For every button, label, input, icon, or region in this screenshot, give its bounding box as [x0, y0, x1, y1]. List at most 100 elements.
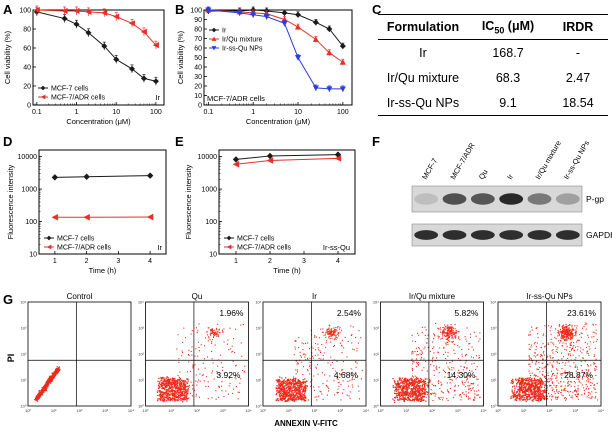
chart-a-viability-ir: 0 20 40 60 80 100 0.1 1 10 100 Concentration (μM) C… — [3, 5, 165, 126]
flow-x-tick-label: 10¹ — [286, 408, 292, 413]
flow-y-tick-label: 10¹ — [138, 378, 144, 383]
y-tick-label: 100 — [19, 8, 31, 15]
flow-y-tick-label: 10⁴ — [490, 300, 496, 305]
flow-panel-title: Control — [67, 292, 93, 301]
quadrant-lower-right-pct: 3.92% — [216, 370, 241, 380]
flow-dots — [275, 324, 363, 403]
y-tick-label: 20 — [23, 84, 31, 91]
x-tick-label: 0.1 — [203, 109, 213, 116]
blot-band — [499, 230, 524, 240]
x-tick-label: 1 — [251, 109, 255, 116]
y-tick-label: 90 — [194, 17, 202, 24]
blot-band — [414, 193, 439, 205]
blot-band — [442, 230, 467, 240]
blot-lane-label: MCF-7/ADR — [448, 141, 477, 181]
flow-x-tick-label: 10⁰ — [495, 408, 501, 413]
series-line — [36, 11, 157, 82]
y-tick-label: 30 — [194, 74, 202, 81]
blot-band — [527, 193, 552, 205]
y-tick-label: 40 — [194, 65, 202, 72]
panel-letter-a: A — [3, 2, 13, 17]
x-tick-label: 2 — [268, 258, 272, 265]
table-header-irdr: IRDR — [562, 20, 594, 34]
blot-band — [414, 230, 439, 240]
table-cell-irdr: 18.54 — [562, 95, 594, 110]
flow-y-tick-label: 10¹ — [373, 378, 379, 383]
data-point — [85, 8, 92, 16]
panel-letter-e: E — [175, 134, 184, 149]
flow-y-tick-label: 10² — [21, 352, 27, 357]
data-point — [146, 213, 154, 221]
blot-lane-label: Ir — [505, 172, 515, 181]
y-tick-label: 0 — [27, 103, 31, 110]
legend-label: MCF-7 cells — [237, 236, 275, 243]
flow-x-tick-label: 10³ — [337, 408, 343, 413]
x-tick-label: 4 — [336, 258, 340, 265]
flow-y-tick-label: 10² — [373, 352, 379, 357]
table-cell-irdr: 2.47 — [565, 70, 591, 85]
legend-label: MCF-7/ADR cells — [57, 245, 112, 252]
x-tick-label: 3 — [302, 258, 306, 265]
chart-d-fluorescence-ir: 10 100 1000 10000 1 2 3 4 Time (h) Fluorescence i… — [6, 149, 167, 275]
x-axis-label: Time (h) — [273, 266, 301, 275]
data-point — [140, 28, 147, 35]
panel-letter-c: C — [372, 2, 382, 17]
flow-y-tick-label: 10³ — [491, 326, 497, 331]
data-point — [85, 29, 92, 36]
series-line — [54, 175, 151, 178]
table-cell-formulation: Ir — [419, 45, 427, 60]
x-tick-label: 1 — [234, 258, 238, 265]
table-cell-formulation: Ir/Qu mixture — [386, 70, 460, 85]
y-axis-label: Fluorescence intensity — [184, 164, 193, 239]
x-tick-label: 10 — [112, 109, 120, 116]
data-point — [51, 174, 59, 181]
flow-x-tick-label: 10³ — [220, 408, 226, 413]
flow-x-tick-label: 10⁴ — [363, 408, 369, 413]
x-tick-label: 100 — [337, 109, 349, 116]
y-axis-label: Cell viability (%) — [3, 30, 12, 84]
blot-lane-label: Ir/Qu mixture — [533, 139, 562, 181]
data-point — [101, 43, 108, 50]
flow-x-tick-label: 10⁴ — [480, 408, 486, 413]
flow-x-tick-label: 10² — [194, 408, 200, 413]
blot-band — [499, 193, 524, 205]
y-tick-label: 100 — [25, 219, 37, 226]
data-point — [101, 9, 108, 16]
table-rule-bottom — [378, 115, 608, 116]
x-tick-label: 2 — [85, 258, 89, 265]
blot-lane-label: MCF-7 — [420, 157, 439, 181]
blot-row-label: P-gp — [586, 194, 604, 204]
flow-y-tick-label: 10³ — [21, 326, 27, 331]
data-point — [33, 6, 40, 14]
blot-row-label: GAPDH — [586, 230, 612, 240]
flow-x-tick-label: 10⁰ — [260, 408, 266, 413]
flow-x-tick-label: 10⁴ — [598, 408, 604, 413]
data-point — [294, 55, 302, 61]
blot-band — [527, 230, 552, 240]
y-tick-label: 80 — [194, 27, 202, 34]
y-tick-label: 1000 — [201, 187, 217, 194]
x-tick-label: 4 — [148, 258, 152, 265]
y-tick-label: 1000 — [21, 187, 37, 194]
data-point — [281, 9, 288, 16]
legend-swatch-marker — [211, 46, 217, 51]
quadrant-upper-right-pct: 2.54% — [337, 308, 362, 318]
quadrant-upper-right-pct: 23.61% — [567, 308, 596, 318]
data-point — [312, 36, 319, 42]
flow-x-tick-label: 10² — [312, 408, 318, 413]
table-cell-irdr: - — [575, 45, 581, 60]
legend-label: Ir-ss-Qu NPs — [222, 46, 263, 53]
data-point — [281, 20, 288, 27]
panel-letter-g: G — [3, 292, 14, 307]
flow-x-tick-label: 10² — [77, 408, 83, 413]
y-tick-label: 10 — [194, 93, 202, 100]
flow-cytometry-g: Control10⁰10⁰10¹10¹10²10²10³10³10⁴10⁴Qu1… — [6, 292, 604, 428]
blot-band — [470, 230, 495, 240]
flow-y-tick-label: 10² — [138, 352, 144, 357]
blot-band — [555, 193, 580, 205]
legend-swatch-marker — [226, 235, 232, 241]
blot-strip — [411, 185, 583, 213]
chart-e-fluorescence-ir-ss-qu: 10 100 1000 10000 1 2 3 4 Time (h) Fluorescence i… — [184, 149, 356, 275]
ic50-table: Formulation IC50 (μM) IRDR Ir 168.7 - Ir… — [378, 14, 608, 116]
flow-y-tick-label: 10³ — [138, 326, 144, 331]
